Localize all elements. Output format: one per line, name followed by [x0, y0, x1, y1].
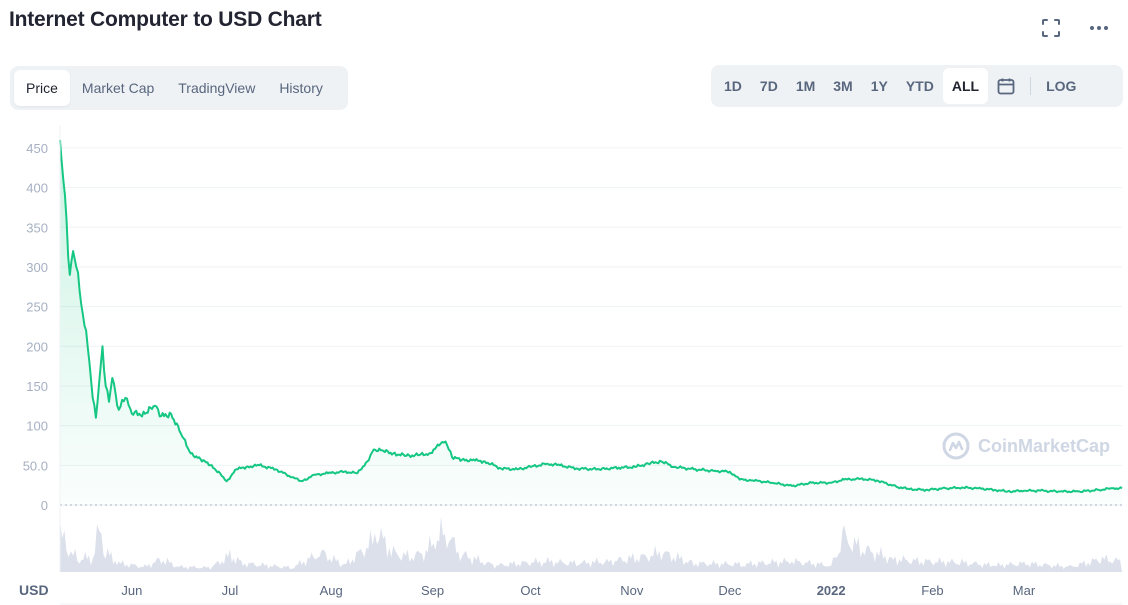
- time-range-tabs: 1D 7D 1M 3M 1Y YTD ALL LOG: [711, 65, 1123, 107]
- more-dots-icon[interactable]: [1087, 16, 1111, 40]
- y-tick-label: 150: [26, 379, 48, 394]
- y-tick-label: 200: [26, 339, 48, 354]
- x-tick-label: Dec: [718, 583, 742, 598]
- range-3m[interactable]: 3M: [833, 78, 853, 94]
- coinmarketcap-logo-icon: [942, 432, 970, 460]
- watermark-text: CoinMarketCap: [978, 435, 1111, 456]
- y-tick-label: 100: [26, 419, 48, 434]
- range-1y[interactable]: 1Y: [870, 78, 888, 94]
- x-tick-label: Oct: [520, 583, 541, 598]
- price-line: [59, 139, 1123, 494]
- page-title: Internet Computer to USD Chart: [9, 8, 322, 31]
- volume-histogram: [60, 516, 1122, 572]
- range-1d[interactable]: 1D: [724, 78, 742, 94]
- x-tick-label: Nov: [620, 583, 644, 598]
- tab-tradingview[interactable]: TradingView: [178, 80, 256, 96]
- fullscreen-icon[interactable]: [1039, 16, 1063, 40]
- x-tick-label: Jun: [121, 583, 142, 598]
- currency-label: USD: [19, 582, 49, 598]
- y-tick-label: 300: [26, 260, 48, 275]
- x-tick-label: Sep: [421, 583, 444, 598]
- range-ytd[interactable]: YTD: [905, 78, 934, 94]
- x-tick-label: 2022: [817, 583, 846, 598]
- log-toggle[interactable]: LOG: [1046, 78, 1077, 94]
- y-tick-label: 350: [26, 220, 48, 235]
- y-tick-label: 0: [41, 498, 48, 513]
- range-1m[interactable]: 1M: [795, 78, 816, 94]
- range-7d[interactable]: 7D: [759, 78, 778, 94]
- x-tick-label: Jul: [222, 583, 239, 598]
- chart-view-tabs: Price Market Cap TradingView History: [10, 66, 348, 110]
- y-tick-label: 450: [26, 141, 48, 156]
- y-tick-label: 400: [26, 181, 48, 196]
- price-area: [60, 140, 1122, 505]
- y-tick-label: 250: [26, 300, 48, 315]
- x-tick-label: Mar: [1013, 583, 1036, 598]
- calendar-icon[interactable]: [988, 68, 1024, 104]
- tab-market-cap[interactable]: Market Cap: [81, 80, 155, 96]
- x-tick-label: Aug: [320, 583, 343, 598]
- watermark: CoinMarketCap: [942, 430, 1110, 462]
- tab-history[interactable]: History: [279, 80, 323, 96]
- y-tick-label: 50.0: [23, 458, 48, 473]
- range-all[interactable]: ALL: [942, 68, 989, 104]
- tab-price[interactable]: Price: [14, 70, 70, 106]
- range-separator: [1030, 77, 1032, 95]
- x-tick-label: Feb: [921, 583, 943, 598]
